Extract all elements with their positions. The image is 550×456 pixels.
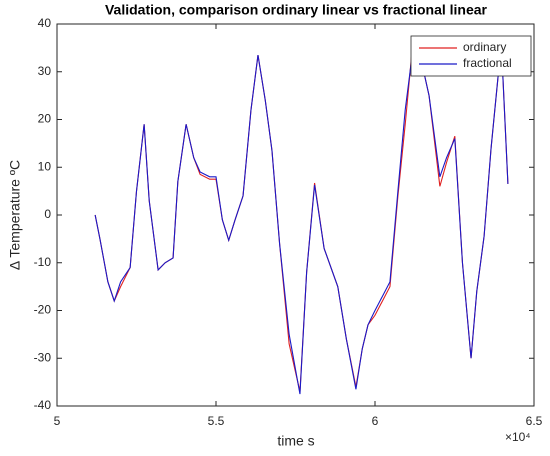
y-tick-label: -10 [34,255,52,269]
y-tick-label: -30 [34,350,52,364]
y-tick-label: 40 [38,16,52,30]
x-axis-label: time s [277,433,314,449]
y-tick-label: 30 [38,64,52,78]
legend-box [410,35,532,77]
y-tick-label: 10 [38,159,52,173]
x-tick-label: 6.5 [526,414,543,428]
x-tick-label: 6 [372,414,379,428]
x-exponent: ×10⁴ [505,430,531,444]
line-series [94,51,509,395]
legend-label: ordinary [463,40,506,54]
legend-label: fractional [463,56,512,70]
chart-title: Validation, comparison ordinary linear v… [105,2,488,18]
x-tick-label: 5 [54,414,61,428]
plot-area [56,23,535,407]
y-tick-label: -20 [34,303,52,317]
y-tick-label: 20 [38,112,52,126]
y-tick-label: -40 [34,398,52,412]
y-tick-label: 0 [44,207,51,221]
y-axis-label: Δ Temperature ºC [7,160,23,270]
x-tick-label: 5.5 [208,414,225,428]
